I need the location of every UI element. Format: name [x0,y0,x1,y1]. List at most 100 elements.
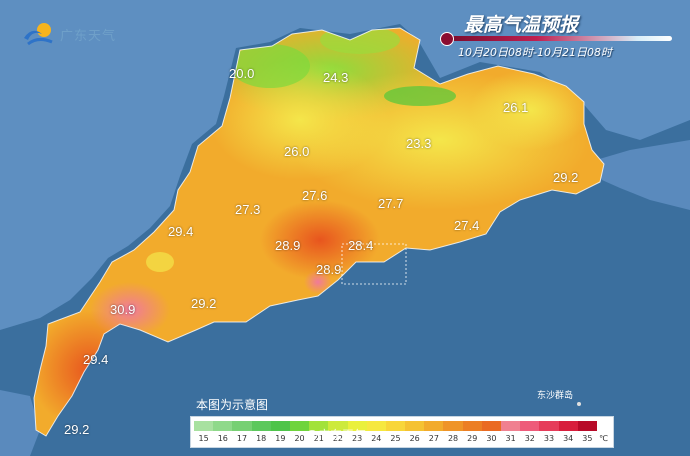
dongsha-label: 东沙群岛 [537,391,574,401]
legend-value: 22 [332,434,343,443]
legend-swatch [558,421,578,431]
legend-swatch [194,421,214,431]
legend-swatch [366,421,386,431]
legend-item: 18 [251,421,271,443]
legend-item: 33 [539,421,559,443]
legend-swatch [405,421,425,431]
legend-value: 17 [236,434,248,443]
guangdong-weather-logo-icon [24,23,53,46]
temperature-label: 26.0 [284,144,310,159]
legend-item: 35 [577,421,597,443]
legend-item: 22 [328,421,348,443]
temperature-label: 23.3 [406,136,432,151]
legend-swatch [232,421,252,431]
temperature-label: 29.4 [168,224,194,239]
logo-text: 广东天气 [60,28,117,44]
temperature-label: 28.4 [348,238,374,253]
legend-value: 19 [275,434,286,443]
legend-value: 21 [313,434,324,443]
legend-value: 20 [294,434,305,443]
legend-value: 18 [256,434,267,443]
legend-value: 31 [505,434,516,443]
legend-item: 21 [309,421,329,443]
hainan-land [0,390,40,456]
legend-swatch [213,421,233,431]
legend-item: 24 [366,421,386,443]
legend-swatch [328,421,348,431]
legend-swatch [347,421,367,431]
legend-swatch [520,421,540,431]
legend-swatch [462,421,482,431]
legend-value: 35 [582,434,593,443]
legend-value: 34 [563,434,574,443]
legend-swatch [424,421,444,431]
legend-swatch [443,421,463,431]
temperature-label: 29.2 [64,422,90,437]
legend-value: 28 [447,434,459,443]
legend-swatch [289,421,310,431]
temperature-label: 30.9 [110,302,136,317]
neighbor-land-north [0,0,690,330]
temperature-label: 27.7 [378,196,404,211]
legend-value: 15 [198,434,209,443]
dongsha-island [577,402,581,406]
hk-boundary-box [341,243,407,285]
guangdong-outline [33,27,605,437]
legend-swatch [251,421,271,431]
legend-value: 16 [217,434,228,443]
title-dot [440,32,454,46]
watermark: @广东天气 [306,428,367,442]
legend-item: 31 [501,421,521,443]
schematic-note: 本图为示意图 [196,398,269,412]
legend-item: 17 [232,421,252,443]
map-title: 最高气温预报 [464,14,579,36]
legend-item: 26 [405,421,425,443]
legend-item: 28 [443,421,463,443]
legend-value: 25 [390,434,401,443]
legend-swatch [481,421,501,431]
legend-swatch [539,421,559,431]
legend-item: 19 [270,421,290,443]
temperature-legend: 15 16 17 18 19 20 21 22 23 24 25 26 27 28 29 30 31 32 33 34… [190,416,614,448]
temperature-label: 26.1 [503,100,529,115]
legend-value: 23 [352,434,363,443]
temperature-label: 20.0 [229,66,255,81]
legend-item: 25 [385,421,406,443]
title-banner: 最高气温预报 10月20日08时-10月21日08时 [440,6,680,66]
logo: 广东天气 [22,20,116,48]
temperature-label: 27.6 [302,188,328,203]
legend-value: 33 [543,434,555,443]
legend-swatch [309,421,329,431]
temperature-label: 29.2 [191,296,217,311]
legend-item: 29 [462,421,482,443]
legend-swatch [385,421,406,431]
temperature-label: 28.9 [275,238,301,253]
neighbor-land-east [596,140,690,210]
legend-swatch [270,421,290,431]
legend-item: 30 [481,421,501,443]
legend-value: 24 [371,434,382,443]
legend-item: 32 [520,421,540,443]
legend-swatch [577,421,597,431]
legend-item: 23 [347,421,367,443]
legend-value: 29 [467,434,478,443]
legend-value: 26 [409,434,420,443]
legend-item: 16 [213,421,233,443]
legend-unit: ℃ [598,434,608,443]
temperature-label: 27.3 [235,202,261,217]
legend-value: 27 [428,434,439,443]
legend-swatch [501,421,521,431]
temperature-label: 28.9 [316,262,342,277]
legend-item: 20 [289,421,310,443]
legend-item: 34 [558,421,578,443]
temperature-label: 29.4 [83,352,109,367]
temperature-label: 29.2 [553,170,579,185]
legend-value: 30 [486,434,497,443]
temperature-label: 27.4 [454,218,480,233]
title-bar [446,36,672,41]
legend-value: 32 [524,434,535,443]
forecast-date-range: 10月20日08时-10月21日08时 [458,46,612,59]
legend-item: 15 [194,421,214,443]
temperature-label: 24.3 [323,70,349,85]
